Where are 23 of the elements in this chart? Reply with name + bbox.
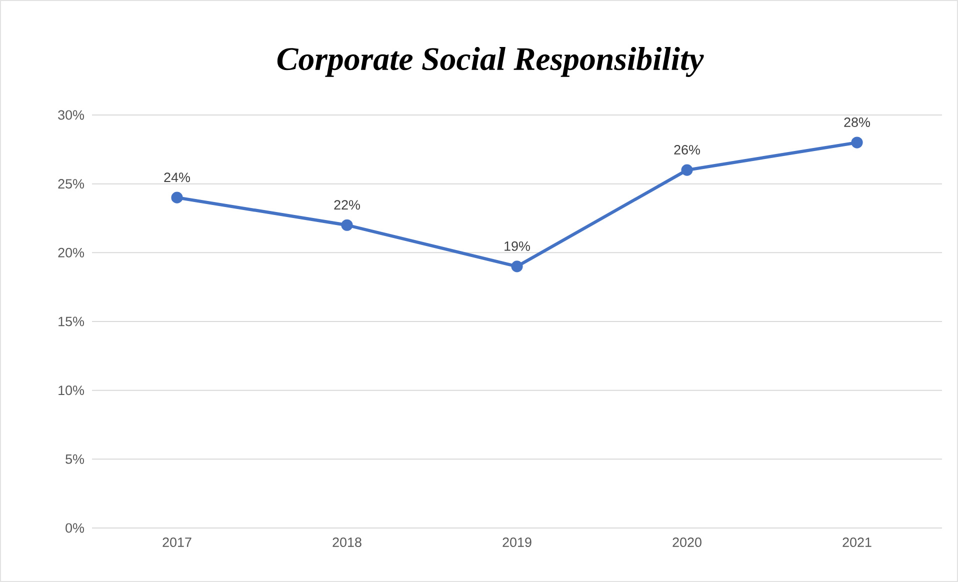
y-tick-label: 10% — [58, 386, 84, 396]
data-label: 24% — [164, 172, 190, 182]
x-tick-label: 2019 — [502, 538, 532, 548]
point — [511, 260, 523, 272]
y-tick-label: 0% — [66, 523, 84, 533]
point — [681, 164, 693, 176]
x-tick-label: 2020 — [672, 538, 702, 548]
y-tick-label: 25% — [58, 179, 84, 189]
y-tick-label: 20% — [58, 248, 84, 258]
x-tick-label: 2018 — [332, 538, 362, 548]
data-label: 28% — [844, 117, 870, 127]
point — [851, 136, 863, 148]
point — [171, 192, 183, 204]
y-tick-label: 30% — [58, 110, 84, 120]
data-label: 26% — [674, 145, 700, 155]
data-label: 22% — [334, 200, 360, 210]
chart-title: Corporate Social Responsibility — [277, 47, 704, 77]
point — [341, 219, 353, 231]
y-tick-label: 5% — [66, 454, 84, 464]
x-tick-label: 2021 — [842, 538, 872, 548]
x-tick-label: 2017 — [162, 538, 192, 548]
data-label: 19% — [504, 241, 530, 251]
y-tick-label: 15% — [58, 316, 84, 326]
